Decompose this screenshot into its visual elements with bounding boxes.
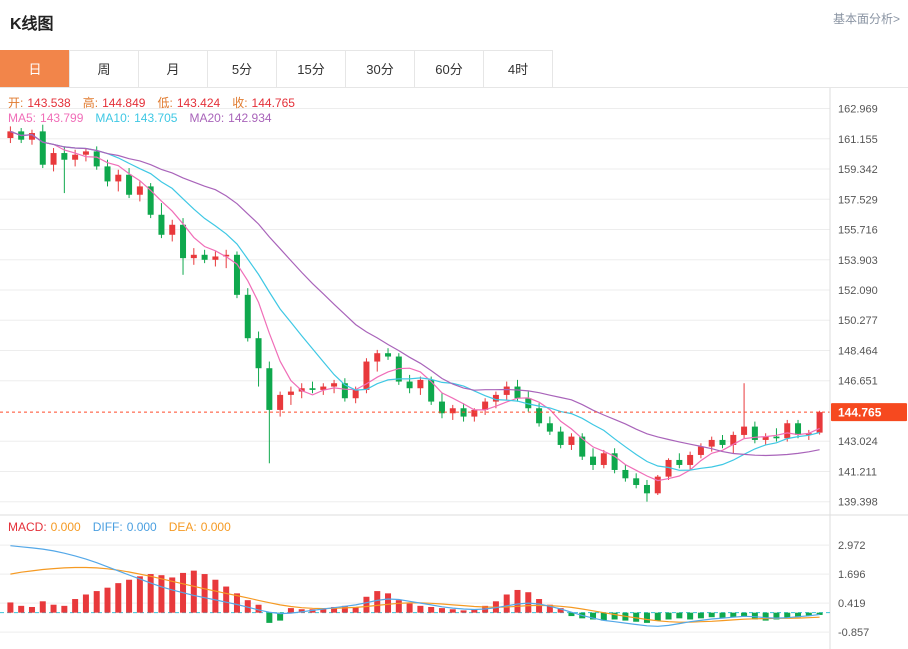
macd-axis-label: 1.696 bbox=[838, 569, 866, 581]
ma10-value: 143.705 bbox=[134, 111, 178, 125]
macd-value: 0.000 bbox=[50, 520, 81, 534]
main-axis-label: 159.342 bbox=[838, 164, 878, 176]
tab-5min[interactable]: 5分 bbox=[207, 50, 277, 87]
timeframe-tabs: 日 周 月 5分 15分 30分 60分 4时 bbox=[0, 50, 908, 88]
fundamental-analysis-link[interactable]: 基本面分析> bbox=[832, 12, 900, 26]
tab-15min[interactable]: 15分 bbox=[276, 50, 346, 87]
macd-histogram-layer bbox=[7, 570, 823, 623]
main-axis-label: 150.277 bbox=[838, 315, 878, 327]
diff-line bbox=[10, 545, 820, 627]
main-gridlines: 162.969 161.155 159.342 157.529 155.716 153.9… bbox=[0, 104, 878, 509]
macd-label: MACD: bbox=[8, 520, 47, 534]
open-value: 143.538 bbox=[27, 96, 71, 110]
ohlc-info: 开: 143.538 高: 144.849 低: 143.424 收: 144.765 bbox=[8, 94, 307, 111]
low-value: 143.424 bbox=[176, 96, 221, 110]
main-axis-label: 155.716 bbox=[838, 225, 878, 237]
tab-month[interactable]: 月 bbox=[138, 50, 208, 87]
main-axis-label: 141.211 bbox=[838, 466, 877, 478]
ma20-value: 142.934 bbox=[228, 111, 272, 125]
tab-day[interactable]: 日 bbox=[0, 50, 70, 87]
main-axis-label: 148.464 bbox=[838, 345, 878, 357]
main-axis-label: 153.903 bbox=[838, 255, 878, 267]
dea-label: DEA: bbox=[168, 520, 197, 534]
close-value: 144.765 bbox=[251, 96, 295, 110]
macd-axis-label: 2.972 bbox=[838, 540, 866, 552]
main-axis-label: 139.398 bbox=[838, 497, 878, 509]
ma5-value: 143.799 bbox=[40, 111, 84, 125]
ma20-line bbox=[10, 130, 820, 457]
dea-value: 0.000 bbox=[200, 520, 231, 534]
ma20-label: MA20: bbox=[189, 111, 225, 125]
header: K线图 基本面分析> bbox=[0, 0, 908, 50]
main-axis-label: 152.090 bbox=[838, 285, 878, 297]
page-title: K线图 bbox=[10, 16, 54, 33]
diff-label: DIFF: bbox=[92, 520, 123, 534]
tab-30min[interactable]: 30分 bbox=[345, 50, 415, 87]
macd-info: MACD: 0.000 DIFF: 0.000 DEA: 0.000 bbox=[8, 520, 243, 534]
ma10-label: MA10: bbox=[95, 111, 131, 125]
ma10-line bbox=[10, 130, 820, 471]
ma-lines-layer bbox=[10, 130, 820, 482]
tab-week[interactable]: 周 bbox=[69, 50, 139, 87]
main-axis-label: 146.651 bbox=[838, 376, 878, 388]
kline-chart-svg: 162.969 161.155 159.342 157.529 155.716 153.9… bbox=[0, 88, 908, 649]
ma5-line bbox=[10, 130, 820, 482]
close-label: 收: bbox=[232, 96, 248, 110]
current-price-value: 144.765 bbox=[838, 406, 882, 420]
tab-4hour[interactable]: 4时 bbox=[483, 50, 553, 87]
candles-layer bbox=[7, 124, 823, 502]
low-label: 低: bbox=[157, 96, 173, 110]
macd-axis-label: 0.419 bbox=[838, 598, 866, 610]
current-price-tag: 144.765 bbox=[831, 403, 907, 422]
macd-lines-layer bbox=[10, 545, 820, 627]
open-label: 开: bbox=[8, 96, 24, 110]
chart-area: 162.969 161.155 159.342 157.529 155.716 153.9… bbox=[0, 88, 908, 649]
ma5-label: MA5: bbox=[8, 111, 37, 125]
main-axis-label: 157.529 bbox=[838, 194, 878, 206]
main-axis-label: 143.024 bbox=[838, 436, 878, 448]
ma-info: MA5: 143.799 MA10: 143.705 MA20: 142.934 bbox=[8, 111, 284, 125]
high-label: 高: bbox=[82, 96, 99, 110]
tab-60min[interactable]: 60分 bbox=[414, 50, 484, 87]
main-axis-label: 162.969 bbox=[838, 104, 878, 116]
macd-axis-label: -0.857 bbox=[838, 627, 869, 639]
main-axis-label: 161.155 bbox=[838, 134, 878, 146]
diff-value: 0.000 bbox=[126, 520, 157, 534]
high-value: 144.849 bbox=[102, 96, 146, 110]
